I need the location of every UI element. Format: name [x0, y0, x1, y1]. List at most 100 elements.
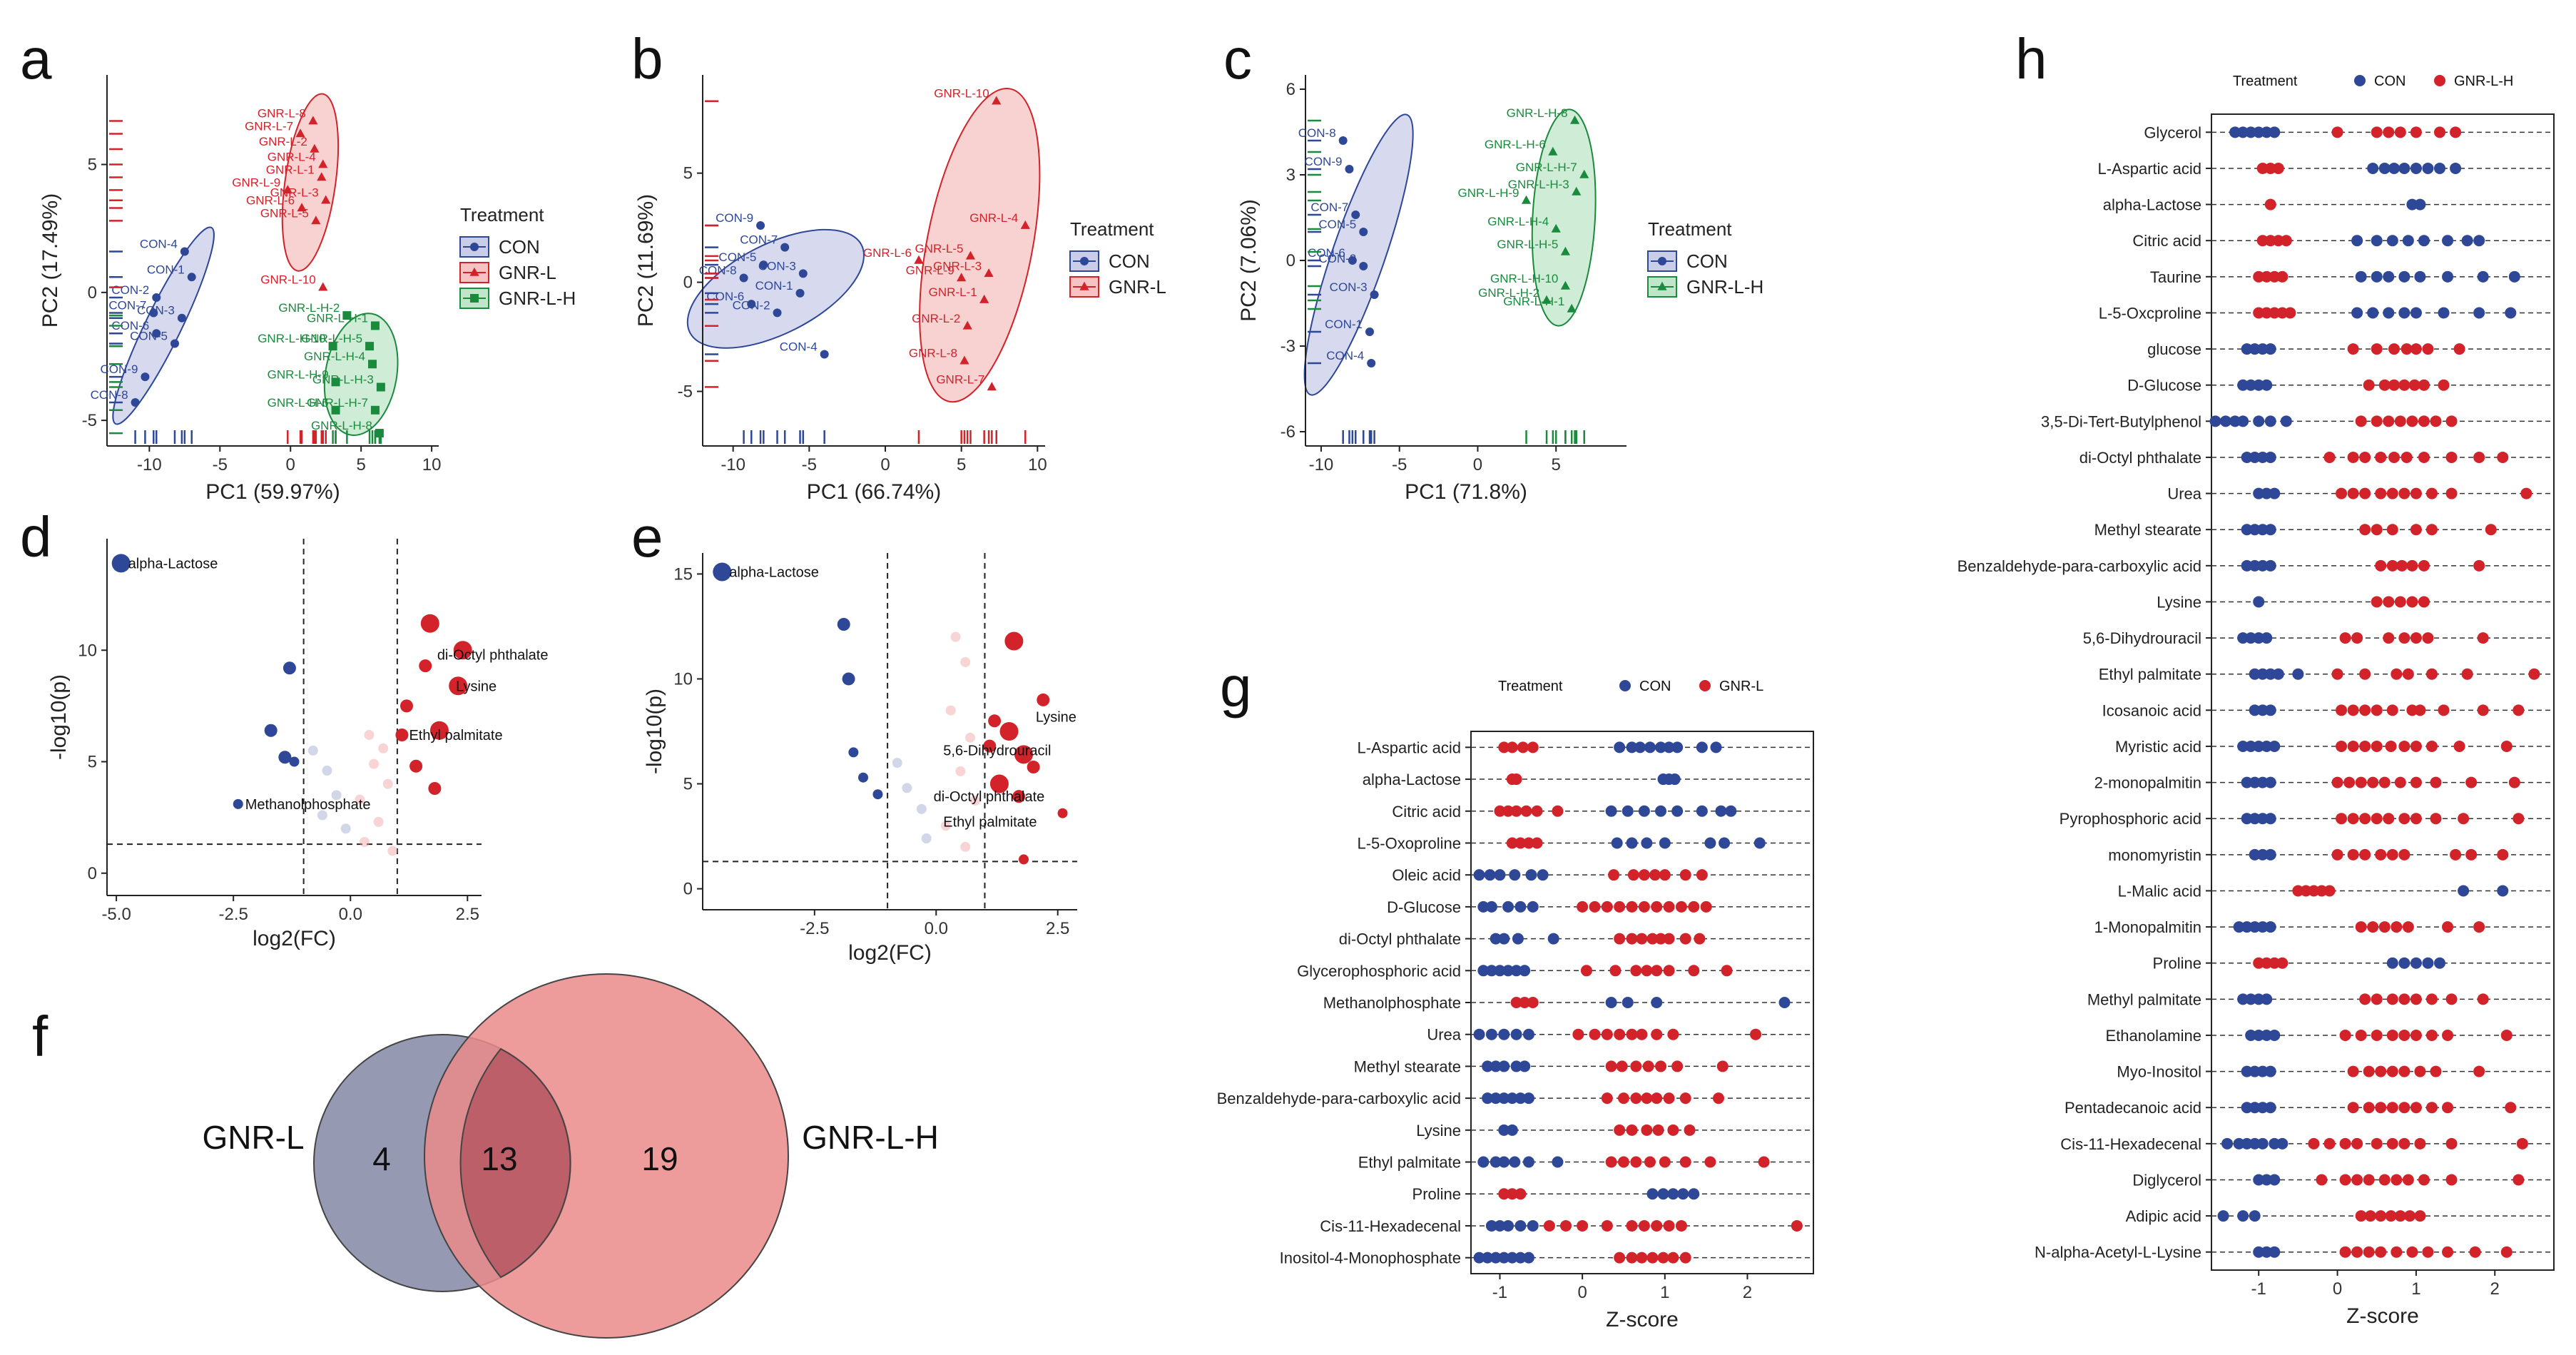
- sample-point: [756, 221, 765, 230]
- treatment-zscore-point: [2386, 848, 2398, 861]
- treatment-zscore-point: [1651, 965, 1663, 977]
- y-tick-label: 0: [683, 880, 693, 899]
- metabolite-label: Methyl stearate: [1354, 1057, 1461, 1075]
- volcano-point: [842, 672, 855, 686]
- x-tick-label: 0.0: [339, 905, 362, 924]
- legend-title: Treatment: [1498, 679, 1563, 694]
- metabolite-label: Benzaldehyde-para-carboxylic acid: [1958, 557, 2201, 575]
- con-zscore-point: [1506, 1092, 1518, 1105]
- sample-label: GNR-L-9: [906, 263, 954, 277]
- con-zscore-point: [2410, 957, 2422, 969]
- con-zscore-point: [1522, 1252, 1534, 1264]
- con-zscore-point: [2256, 668, 2269, 680]
- legend-label: GNR-L: [1109, 276, 1166, 298]
- treatment-zscore-point: [2398, 632, 2410, 644]
- con-zscore-point: [2410, 162, 2422, 174]
- x-tick-label: 1: [1660, 1283, 1669, 1302]
- volcano-point: [395, 729, 409, 741]
- sample-point: [368, 360, 377, 369]
- volcano-point: [1014, 745, 1033, 764]
- con-zscore-point: [1509, 1156, 1521, 1168]
- treatment-zscore-point: [2359, 848, 2371, 861]
- con-zscore-point: [2241, 776, 2253, 788]
- volcano-point: [428, 782, 442, 795]
- con-zscore-point: [1502, 1219, 1514, 1232]
- treatment-zscore-point: [1617, 1156, 1629, 1168]
- sample-label: CON-1: [1325, 318, 1363, 331]
- con-zscore-point: [1667, 1188, 1679, 1200]
- volcano-point: [322, 766, 332, 776]
- metabolite-label: monomyristin: [2108, 846, 2201, 864]
- x-tick-label: 5: [356, 455, 365, 474]
- sample-label: GNR-L-H-7: [1516, 161, 1577, 174]
- treatment-zscore-point: [2402, 668, 2414, 680]
- treatment-zscore-point: [2414, 1210, 2426, 1222]
- treatment-zscore-point: [2513, 1174, 2525, 1186]
- legend-label: GNR-L: [499, 262, 556, 283]
- volcano-point: [892, 758, 902, 768]
- treatment-zscore-point: [1498, 741, 1510, 753]
- con-zscore-point: [2249, 1210, 2261, 1222]
- treatment-zscore-point: [2347, 1065, 2359, 1077]
- metabolite-label: Methyl palmitate: [2087, 990, 2201, 1008]
- volcano-point: [400, 699, 413, 713]
- treatment-zscore-point: [2425, 740, 2438, 752]
- treatment-zscore-point: [1675, 900, 1687, 913]
- treatment-zscore-point: [1608, 869, 1620, 881]
- treatment-zscore-point: [2264, 235, 2276, 247]
- treatment-zscore-point: [1510, 773, 1522, 786]
- treatment-zscore-point: [2410, 1102, 2422, 1114]
- con-zscore-point: [1473, 1252, 1485, 1264]
- sample-label: GNR-L-H-5: [301, 332, 362, 345]
- sample-point: [1365, 328, 1374, 336]
- venn-diagram: GNR-L GNR-L-H 4 13 19: [202, 973, 939, 1339]
- sample-point: [1567, 303, 1577, 313]
- zscore-chart-gnrl: L-Aspartic acid alpha-Lactose Citric acid L…: [1217, 679, 1814, 1331]
- volcano-point: [916, 803, 927, 814]
- x-tick-label: -5: [213, 455, 228, 474]
- sample-label: GNR-L-10: [260, 273, 315, 287]
- sample-label: GNR-L-H-4: [304, 350, 365, 363]
- con-zscore-point: [1477, 965, 1490, 977]
- treatment-zscore-point: [2458, 813, 2470, 825]
- con-zscore-point: [2261, 1029, 2273, 1041]
- treatment-zscore-point: [2371, 415, 2383, 427]
- con-zscore-point: [1646, 1188, 1659, 1200]
- treatment-zscore-point: [2442, 1029, 2454, 1041]
- con-zscore-point: [2398, 957, 2410, 969]
- treatment-zscore-point: [1667, 1124, 1679, 1136]
- x-tick-label: -1: [2251, 1279, 2266, 1299]
- treatment-zscore-point: [1679, 1092, 1691, 1105]
- sample-point: [376, 382, 385, 392]
- con-zscore-point: [2261, 126, 2273, 138]
- sample-label: GNR-L-3: [933, 259, 982, 273]
- treatment-zscore-point: [2323, 1137, 2336, 1150]
- treatment-zscore-point: [1601, 1028, 1613, 1040]
- treatment-zscore-point: [2378, 1174, 2391, 1186]
- treatment-zscore-point: [2351, 1137, 2363, 1150]
- con-zscore-point: [2264, 668, 2276, 680]
- treatment-zscore-point: [2386, 524, 2398, 536]
- sample-point: [318, 282, 328, 291]
- treatment-zscore-point: [2375, 1102, 2387, 1114]
- con-zscore-point: [2241, 1102, 2253, 1114]
- con-zscore-point: [2249, 921, 2261, 933]
- panel-label-a: a: [20, 27, 52, 91]
- x-axis-title: log2(FC): [848, 941, 932, 965]
- legend-label: GNR-L-H: [1686, 276, 1763, 298]
- con-zscore-point: [2406, 198, 2418, 210]
- treatment-zscore-point: [1636, 1252, 1648, 1264]
- con-zscore-point: [2241, 451, 2253, 463]
- treatment-zscore-point: [2418, 451, 2430, 463]
- sample-label: GNR-L-3: [270, 186, 319, 200]
- treatment-zscore-point: [2316, 885, 2328, 897]
- con-zscore-point: [1519, 1060, 1531, 1072]
- con-zscore-point: [1490, 1252, 1502, 1264]
- metabolite-label: 3,5-Di-Tert-Butylphenol: [2041, 412, 2201, 430]
- con-zscore-point: [1485, 1028, 1497, 1040]
- treatment-zscore-point: [1679, 1252, 1691, 1264]
- treatment-zscore-point: [1704, 1156, 1716, 1168]
- con-zscore-point: [2264, 524, 2276, 536]
- sample-label: GNR-L-H-8: [311, 419, 372, 432]
- con-zscore-point: [1494, 1219, 1506, 1232]
